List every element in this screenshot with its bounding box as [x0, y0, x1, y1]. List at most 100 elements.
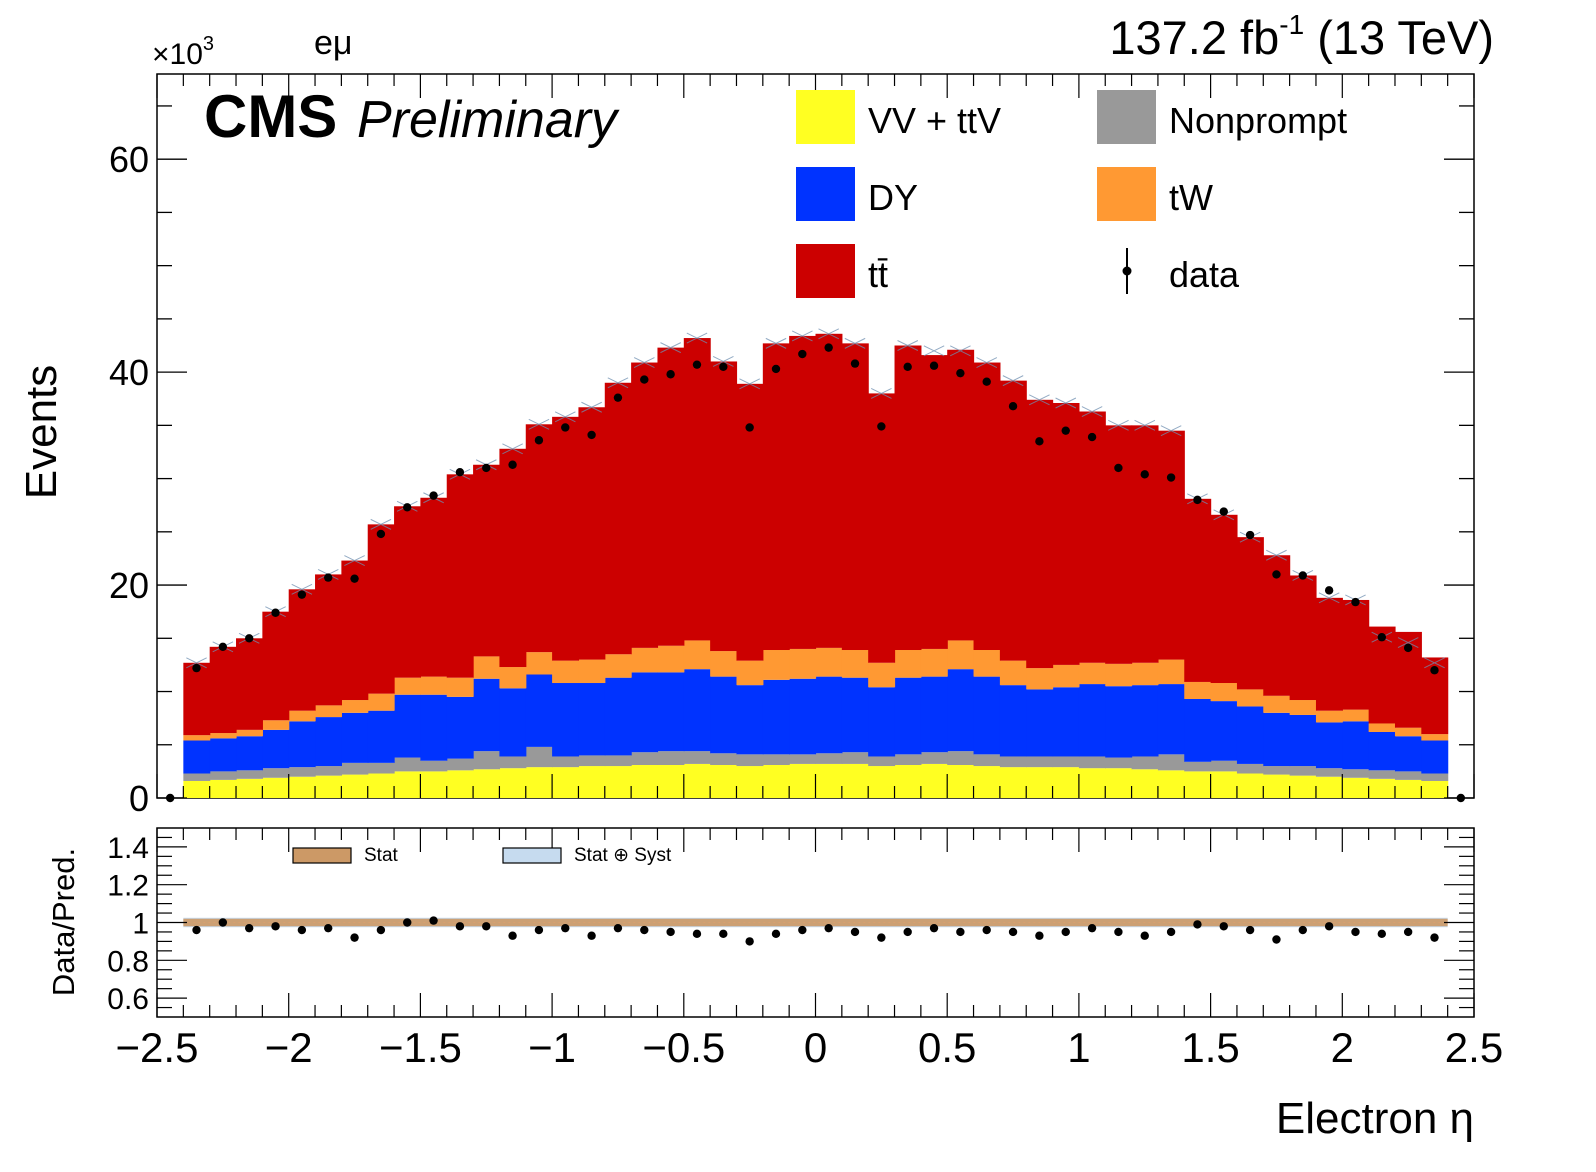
legend-swatch — [796, 244, 855, 298]
stack-bar — [604, 766, 632, 798]
uncertainty-mark — [712, 356, 734, 367]
ratio-point — [561, 923, 570, 933]
stack-bar — [1394, 736, 1422, 772]
data-point — [1403, 643, 1413, 653]
ratio-point — [613, 923, 623, 933]
stack-bar — [894, 677, 922, 755]
ratio-point — [1377, 929, 1387, 939]
stack-bar — [604, 382, 632, 655]
legend-label: tW — [1169, 177, 1213, 218]
uncertainty-mark — [1108, 419, 1129, 431]
ratio-point — [903, 927, 912, 937]
legend-marker — [1122, 266, 1132, 276]
stack-bar — [420, 771, 448, 798]
stack-bar — [1026, 689, 1054, 757]
stack-bar — [578, 766, 606, 798]
ratio-point — [956, 927, 965, 937]
data-point — [218, 642, 228, 652]
stack-bar — [1131, 662, 1159, 686]
ratio-point — [1430, 933, 1439, 942]
ratio-point — [1140, 931, 1149, 940]
lumi-label: 137.2 fb-1 (13 TeV) — [1109, 9, 1494, 64]
stack-bar — [683, 669, 711, 752]
stack-bar — [552, 756, 580, 768]
ratio-point — [1035, 931, 1044, 940]
stack-bar — [183, 735, 211, 741]
uncertainty-mark — [291, 583, 313, 595]
main-axes: 0 20 40 60 — [109, 74, 1475, 819]
preliminary-label: Preliminary — [357, 91, 620, 149]
stack-bar — [683, 640, 711, 670]
data-point — [429, 491, 438, 500]
stack-bar — [973, 362, 1001, 651]
stat-band — [183, 918, 1448, 927]
stack-bar — [920, 648, 948, 677]
stack-bar — [999, 380, 1027, 661]
stack-bar — [841, 650, 869, 678]
stack-bar — [367, 773, 395, 798]
data-point — [1087, 432, 1097, 442]
stack-bar — [1263, 555, 1291, 696]
stack-bar — [552, 767, 580, 798]
legend-swatch — [1097, 167, 1156, 221]
stack-bar — [736, 660, 764, 686]
stack-bar — [920, 676, 948, 753]
data-point — [850, 359, 860, 368]
stack-bar — [868, 756, 896, 767]
stack-bar — [552, 683, 580, 757]
stack-bar — [1105, 768, 1133, 798]
stack-bar — [1026, 767, 1054, 798]
data-point — [297, 590, 307, 599]
data-point — [1324, 586, 1334, 595]
stack-bar — [1026, 668, 1054, 690]
stack-bar — [789, 678, 817, 755]
stack-bar — [420, 760, 448, 772]
stack-bar — [841, 677, 869, 753]
stack-bar — [1105, 663, 1133, 687]
data-point — [1140, 470, 1149, 479]
legend-entry-3: tW — [1097, 167, 1213, 221]
stack-bar — [973, 754, 1001, 767]
x-tick-label: −1 — [528, 1024, 576, 1071]
stack-bar — [657, 764, 685, 798]
stack-bar — [710, 651, 738, 677]
stack-bar — [236, 638, 263, 730]
stack-bar — [236, 729, 263, 737]
stack-bar — [262, 777, 290, 798]
stack-bar — [1342, 721, 1370, 770]
data-point — [798, 349, 807, 359]
stack-bar — [894, 650, 922, 678]
stack-bar — [1342, 769, 1370, 778]
stack-bar — [1289, 575, 1317, 701]
legend-entry-2: DY — [796, 167, 918, 221]
ratio-legend-label: Stat — [364, 845, 399, 866]
data-point — [1061, 426, 1070, 435]
x-tick-label: −0.5 — [642, 1024, 725, 1071]
uncertainty-mark — [1028, 394, 1050, 406]
data-point — [403, 503, 412, 512]
stack-bar — [868, 662, 896, 688]
stack-bar — [1236, 689, 1264, 707]
uncertainty-mark — [923, 345, 945, 357]
stack-bar — [1368, 770, 1396, 779]
stack-bar — [762, 650, 790, 680]
stack-bar — [841, 752, 869, 764]
stack-bar — [236, 770, 263, 779]
stack-bar — [288, 776, 316, 798]
stack-bar — [1236, 763, 1264, 774]
data-point — [1114, 463, 1123, 473]
stack-bar — [947, 349, 975, 641]
data-point — [666, 370, 675, 379]
ratio-point — [1272, 935, 1281, 944]
stack-bar — [446, 770, 474, 798]
stack-bar — [341, 560, 369, 701]
x-tick-label: 2 — [1331, 1024, 1354, 1071]
ratio-legend-swatch — [292, 847, 352, 864]
stack-bar — [789, 763, 817, 798]
legend-swatch — [796, 90, 855, 144]
data-point — [1298, 571, 1307, 580]
uncertainty-mark — [528, 418, 550, 430]
ratio-point — [192, 925, 201, 935]
ratio-point — [1351, 927, 1360, 937]
stack-bar — [341, 700, 369, 713]
